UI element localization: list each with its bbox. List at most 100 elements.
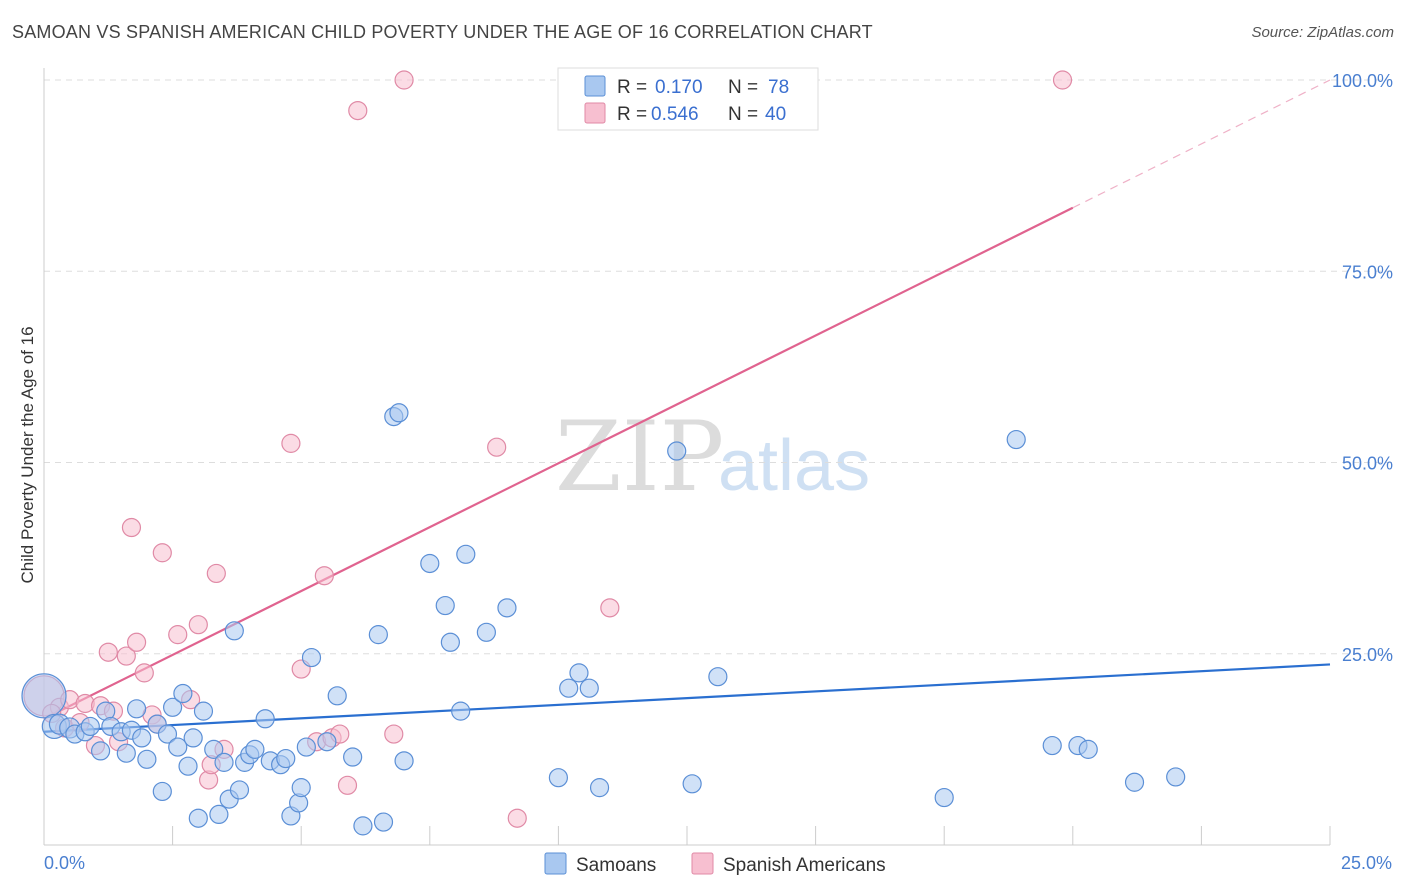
samoans-point [157, 724, 178, 744]
samoans-point [682, 774, 702, 794]
legend-r-value-1: 0.170 [655, 77, 703, 98]
samoans-point [229, 780, 250, 800]
y-tick-label-50: 50.0% [1342, 454, 1393, 474]
samoans-point [934, 787, 954, 808]
chart-title: SAMOAN VS SPANISH AMERICAN CHILD POVERTY… [12, 22, 873, 42]
spanish-americans-point [337, 775, 358, 795]
samoans-point [548, 768, 569, 788]
samoans-point [440, 632, 460, 652]
bottom-legend-swatch-samoans [544, 852, 567, 875]
legend-swatch-samoans [584, 75, 606, 97]
samoans-point [132, 728, 152, 748]
samoans-point [224, 621, 244, 641]
samoans-point [245, 739, 265, 759]
spanish-americans-point [394, 70, 414, 90]
source-credit: Source: ZipAtlas.com [1251, 24, 1394, 41]
samoans-point [193, 701, 214, 721]
samoans-point [317, 732, 337, 752]
spanish-americans-point [152, 543, 172, 563]
samoans-point [1006, 429, 1026, 450]
legend-r-label-1: R = [617, 77, 647, 98]
legend-swatch-spanish [584, 102, 606, 124]
samoans-point [456, 544, 476, 564]
spanish-americans-point [384, 724, 404, 744]
spanish-americans-point [206, 563, 226, 584]
samoans-point [173, 683, 193, 704]
samoans-point [589, 778, 610, 798]
y-axis-label: Child Poverty Under the Age of 16 [18, 326, 37, 583]
samoans-point [126, 699, 147, 719]
samoans-point [394, 751, 414, 771]
spanish-americans-point [507, 808, 527, 828]
samoans-point [420, 553, 440, 574]
samoans-point [209, 804, 229, 825]
samoans-point [214, 752, 234, 772]
samoans-point [1124, 772, 1145, 792]
samoans-point [327, 686, 347, 706]
legend-r-value-2: 0.546 [651, 104, 699, 125]
samoans-point [188, 808, 208, 828]
samoans-point [168, 737, 188, 757]
samoans-point [255, 709, 275, 729]
watermark-zip: ZIP [555, 401, 724, 513]
samoans-point [667, 441, 687, 461]
samoans-point [708, 667, 728, 687]
spanish-americans-point [188, 615, 208, 635]
spanish-americans-trend-line [43, 206, 1074, 720]
samoans-point [152, 781, 172, 802]
samoans-point [1166, 767, 1186, 787]
samoans-point [296, 737, 316, 757]
samoans-point [353, 816, 373, 836]
samoans-point [204, 739, 224, 759]
samoans-point [163, 697, 183, 717]
samoans-point [451, 701, 471, 721]
samoans-point [579, 678, 599, 698]
samoans-point [435, 595, 455, 616]
samoans-point [569, 663, 589, 683]
y-tick-label-25: 25.0% [1342, 645, 1393, 665]
samoans-point [183, 728, 203, 748]
spanish-americans-point [281, 433, 301, 453]
spanish-americans-point [168, 625, 188, 645]
y-tick-label-100: 100.0% [1332, 71, 1393, 91]
samoans-point [559, 678, 579, 698]
legend-n-value-1: 78 [768, 77, 789, 98]
spanish-americans-point [1052, 70, 1073, 90]
gridlines [44, 79, 1395, 655]
spanish-americans-point [134, 663, 154, 683]
spanish-americans-point [121, 517, 142, 538]
samoans-point [476, 622, 496, 642]
samoans-point [116, 743, 136, 763]
bottom-legend-label-samoans: Samoans [576, 855, 656, 876]
spanish-americans-point [600, 598, 620, 618]
samoans-point [373, 812, 394, 832]
samoans-point [389, 403, 409, 423]
bottom-legend-swatch-spanish [691, 852, 714, 875]
samoans-point [1042, 735, 1062, 756]
y-tick-labels: 25.0% 50.0% 75.0% 100.0% [1332, 71, 1393, 665]
spanish-americans-point [487, 437, 507, 457]
legend: R = 0.170 N = 78 R = 0.546 N = 40 [557, 67, 819, 131]
samoans-point [343, 747, 363, 767]
samoans-point [90, 741, 111, 761]
bottom-legend-label-spanish: Spanish Americans [723, 855, 886, 876]
spanish-americans-point [126, 632, 147, 652]
samoans-point [137, 749, 157, 769]
samoans-point [497, 598, 517, 618]
spanish-americans-trend-extension [1072, 79, 1331, 209]
samoans-point [368, 625, 388, 645]
spanish-americans-point [348, 100, 368, 121]
legend-n-value-2: 40 [765, 104, 786, 125]
x-tick-label-left: 0.0% [44, 853, 85, 873]
samoans-point [301, 647, 322, 668]
spanish-americans-point [98, 642, 118, 662]
samoans-point [178, 756, 198, 776]
watermark-atlas: atlas [718, 426, 870, 506]
x-tick-label-right: 25.0% [1341, 853, 1392, 873]
x-ticks [43, 826, 1331, 845]
legend-r-label-2: R = [617, 104, 647, 125]
samoans-trend-line [43, 663, 1331, 733]
samoans-point [1078, 739, 1098, 759]
legend-n-label-2: N = [728, 104, 758, 125]
